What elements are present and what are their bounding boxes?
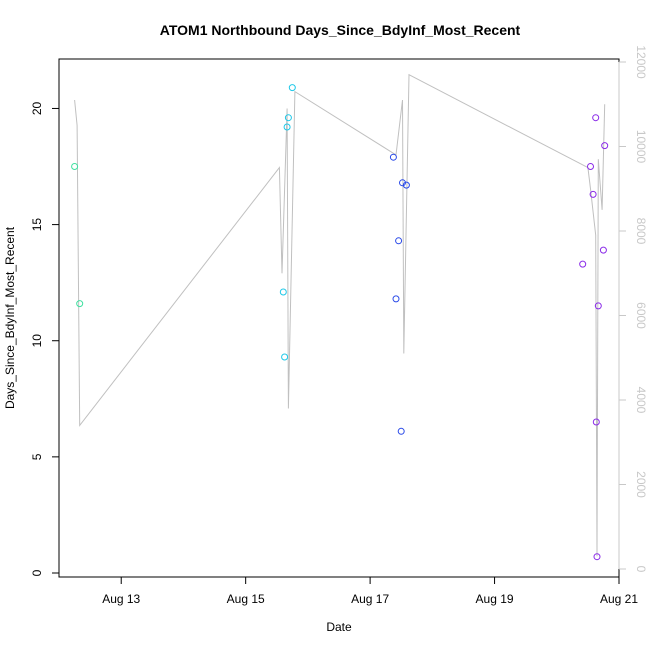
data-point: [601, 142, 609, 150]
x-axis-label: Date: [326, 620, 352, 634]
data-point: [284, 114, 292, 122]
x-tick-label: Aug 21: [600, 592, 638, 606]
data-point: [279, 288, 287, 296]
x-tick-label: Aug 15: [227, 592, 265, 606]
data-point: [399, 179, 406, 187]
x-axis: Aug 13 Aug 15 Aug 17 Aug 19 Aug 21: [102, 576, 638, 606]
data-point: [593, 553, 601, 561]
y-tick-label: 15: [30, 218, 44, 232]
data-point: [71, 163, 79, 170]
x-tick-label: Aug 19: [476, 592, 514, 606]
y-tick-label: 20: [30, 101, 44, 115]
plot-frame: [58, 58, 620, 578]
y2-tick-label: 6000: [634, 302, 648, 329]
data-point: [389, 153, 397, 161]
data-point: [587, 163, 594, 170]
y2-tick-label: 4000: [634, 387, 648, 414]
data-point: [392, 295, 400, 303]
data-point: [594, 302, 602, 310]
data-point: [281, 353, 289, 361]
x-tick-label: Aug 17: [351, 592, 389, 606]
y-axis-label: Days_Since_BdyInf_Most_Recent: [3, 226, 17, 409]
y-tick-label: 5: [30, 453, 44, 460]
y2-tick-label: 0: [634, 566, 648, 573]
chart-title: ATOM1 Northbound Days_Since_BdyInf_Most_…: [160, 22, 521, 38]
data-points-group: [71, 84, 609, 561]
data-point: [395, 237, 403, 245]
y2-tick-label: 10000: [634, 130, 648, 164]
data-point: [592, 114, 600, 122]
data-point: [589, 190, 597, 198]
secondary-series-line: [74, 73, 606, 557]
y2-tick-label: 8000: [634, 218, 648, 245]
y-axis-right: 0 2000 4000 6000 8000 10000 12000: [618, 45, 648, 573]
y2-tick-label: 12000: [634, 45, 648, 79]
data-point: [283, 123, 291, 131]
data-point: [288, 84, 296, 92]
data-point: [599, 246, 607, 254]
y-tick-label: 0: [30, 569, 44, 576]
y-axis-left: 0 5 10 15 20: [30, 101, 60, 576]
y2-tick-label: 2000: [634, 471, 648, 498]
y-tick-label: 10: [30, 334, 44, 348]
data-point: [397, 427, 405, 435]
data-point: [76, 300, 84, 308]
data-point: [402, 181, 410, 189]
data-point: [579, 260, 587, 268]
secondary-series-line-group: [74, 73, 606, 557]
data-point: [592, 418, 600, 426]
x-tick-label: Aug 13: [102, 592, 140, 606]
